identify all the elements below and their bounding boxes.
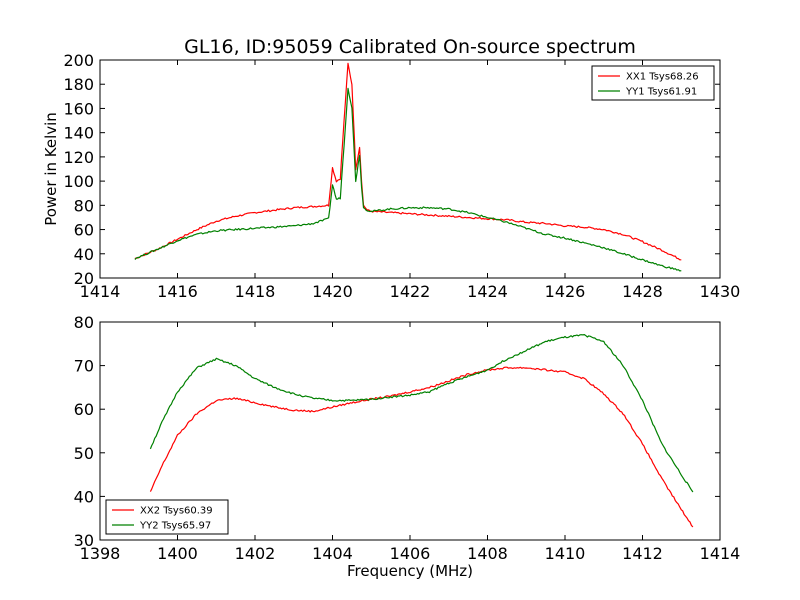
x-axis-label: Frequency (MHz) [347,562,473,580]
series-line-1 [134,62,682,261]
x-tick-label: 1406 [390,544,431,563]
x-tick-label: 1414 [80,282,121,301]
x-tick-label: 1428 [622,282,663,301]
y-tick-label: 30 [74,531,94,550]
x-tick-label: 1412 [622,544,663,563]
top-panel: 1414 1416 1418 1420 1422 1424 1426 1428 1430 20 40… [42,51,740,301]
y-tick-label: 60 [74,400,94,419]
x-tick-label: 1426 [545,282,586,301]
legend-box [591,65,715,101]
y-tick-label: 70 [74,357,94,376]
y-axis-label: Power in Kelvin [42,112,60,226]
x-tick-label: 1402 [235,544,276,563]
x-tick-label: 1398 [80,544,121,563]
legend-label: YY2 Tsys65.97 [139,521,211,532]
y-tick-label: 160 [63,99,94,118]
y-tick-label: 60 [74,221,94,240]
series-line-2 [134,87,682,272]
x-tick-label: 1400 [157,544,198,563]
legend-label: YY1 Tsys61.91 [625,87,697,98]
y-tick-label: 20 [74,269,94,288]
legend-label: XX1 Tsys68.26 [626,72,699,83]
y-tick-label: 80 [74,196,94,215]
legend: XX1 Tsys68.26 YY1 Tsys61.91 [591,65,715,101]
bottom-panel: 1398 1400 1402 1404 1406 1408 1410 1412 1414 30 40… [74,313,741,580]
y-tick-label: 140 [63,124,94,143]
y-tick-label: 100 [63,172,94,191]
y-tick-label: 40 [74,245,94,264]
y-tick-label: 200 [63,51,94,70]
x-tick-label: 1416 [157,282,198,301]
y-tick-label: 40 [74,487,94,506]
legend-box [105,499,229,535]
legend-label: XX2 Tsys60.39 [140,506,213,517]
x-tick-label: 1410 [545,544,586,563]
x-tick-label: 1424 [467,282,508,301]
legend: XX2 Tsys60.39 YY2 Tsys65.97 [105,499,229,535]
x-tick-label: 1422 [390,282,431,301]
series-line-2 [149,334,694,493]
chart-title: GL16, ID:95059 Calibrated On-source spec… [184,36,636,58]
y-tick-label: 180 [63,75,94,94]
x-tick-label: 1414 [700,544,741,563]
y-tick-label: 50 [74,444,94,463]
x-tick-label: 1408 [467,544,508,563]
x-tick-label: 1418 [235,282,276,301]
y-tick-label: 120 [63,148,94,167]
y-tick-label: 80 [74,313,94,332]
x-tick-label: 1430 [700,282,741,301]
x-tick-label: 1420 [312,282,353,301]
series-line-1 [149,366,694,528]
x-tick-label: 1404 [312,544,353,563]
